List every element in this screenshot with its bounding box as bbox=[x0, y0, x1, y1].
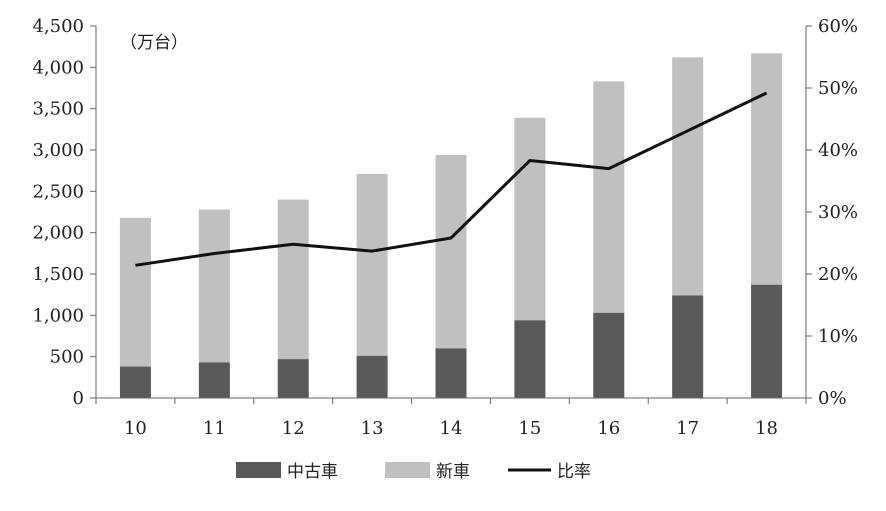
bar-new-cars-11 bbox=[198, 209, 230, 363]
y-right-tick-label: 50% bbox=[818, 78, 858, 99]
bar-new-cars-17 bbox=[672, 57, 704, 296]
x-tick-label: 11 bbox=[203, 418, 226, 439]
x-tick-label: 16 bbox=[597, 418, 620, 439]
y-left-tick-label: 2,500 bbox=[32, 181, 84, 202]
x-tick-label: 18 bbox=[755, 418, 778, 439]
y-left-tick-label: 2,000 bbox=[32, 223, 84, 244]
legend-swatch-used-cars bbox=[236, 462, 281, 478]
y-right-tick-label: 40% bbox=[818, 140, 858, 161]
bar-used-cars-11 bbox=[198, 362, 230, 398]
axes: 0 500 1,000 1,500 2,000 2,500 3,000 3,500 4,000 4… bbox=[32, 16, 858, 439]
legend-swatch-new-cars bbox=[385, 462, 430, 478]
y-right-tick-label: 30% bbox=[818, 202, 858, 223]
bar-used-cars-12 bbox=[277, 359, 309, 398]
bar-new-cars-10 bbox=[119, 217, 151, 367]
bar-used-cars-14 bbox=[435, 348, 467, 398]
y-right-tick-label: 10% bbox=[818, 326, 858, 347]
y-left-tick-label: 4,000 bbox=[32, 57, 84, 78]
unit-label: （万台） bbox=[120, 33, 188, 53]
x-tick-label: 13 bbox=[361, 418, 384, 439]
bar-new-cars-18 bbox=[751, 53, 783, 285]
legend-label-new-cars: 新車 bbox=[436, 462, 470, 482]
y-right-tick-label: 60% bbox=[818, 16, 858, 37]
bar-new-cars-12 bbox=[277, 199, 309, 360]
bar-new-cars-16 bbox=[593, 81, 625, 313]
legend: 中古車 新車 比率 bbox=[236, 462, 591, 482]
legend-label-ratio: 比率 bbox=[557, 462, 591, 482]
x-tick-label: 12 bbox=[282, 418, 305, 439]
y-left-tick-label: 3,000 bbox=[32, 140, 84, 161]
bar-new-cars-14 bbox=[435, 154, 467, 349]
plot-area bbox=[119, 53, 783, 398]
bar-used-cars-18 bbox=[751, 284, 783, 398]
y-left-tick-label: 1,500 bbox=[32, 264, 84, 285]
y-right-tick-label: 0% bbox=[818, 388, 847, 409]
bar-new-cars-15 bbox=[514, 117, 546, 321]
x-tick-label: 17 bbox=[676, 418, 699, 439]
y-left-tick-label: 4,500 bbox=[32, 16, 84, 37]
x-tick-label: 14 bbox=[440, 418, 463, 439]
bar-used-cars-15 bbox=[514, 320, 546, 398]
legend-label-used-cars: 中古車 bbox=[287, 462, 338, 482]
y-left-tick-label: 500 bbox=[50, 347, 84, 368]
bar-used-cars-17 bbox=[672, 295, 704, 398]
ratio-line bbox=[135, 91, 768, 267]
bar-used-cars-16 bbox=[593, 312, 625, 398]
x-tick-label: 10 bbox=[124, 418, 147, 439]
y-left-tick-label: 0 bbox=[73, 388, 84, 409]
bar-used-cars-10 bbox=[119, 366, 151, 398]
y-left-tick-label: 1,000 bbox=[32, 305, 84, 326]
y-right-tick-label: 20% bbox=[818, 264, 858, 285]
y-left-tick-label: 3,500 bbox=[32, 99, 84, 120]
bar-used-cars-13 bbox=[356, 355, 388, 398]
bar-new-cars-13 bbox=[356, 173, 388, 356]
x-tick-label: 15 bbox=[518, 418, 541, 439]
